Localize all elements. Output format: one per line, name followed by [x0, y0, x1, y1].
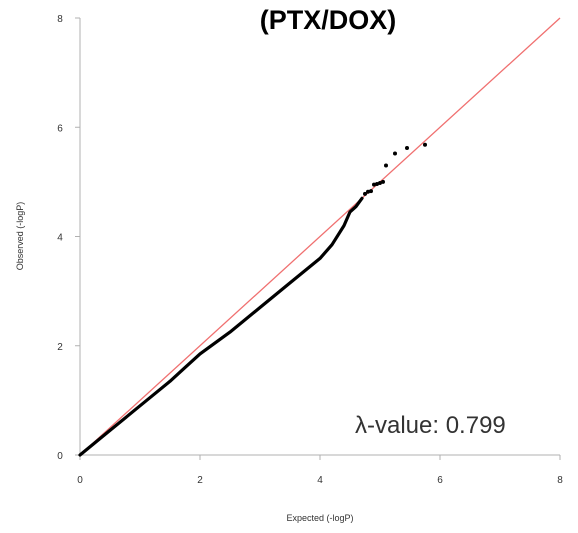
y-tick-label: 6	[57, 123, 63, 134]
qq-points	[363, 142, 427, 196]
qq-point	[378, 180, 382, 185]
qq-curve	[78, 196, 364, 457]
x-tick-label: 8	[557, 475, 563, 486]
y-axis-label: Observed (-logP)	[15, 202, 25, 271]
y-tick-label: 4	[57, 233, 63, 244]
qq-point	[369, 189, 373, 194]
y-tick-label: 8	[57, 14, 63, 25]
qq-point	[372, 182, 376, 187]
qq-point	[381, 179, 385, 184]
x-axis-label: Expected (-logP)	[286, 513, 353, 523]
x-tick-label: 4	[317, 475, 323, 486]
qq-point	[384, 163, 388, 168]
y-tick-label: 0	[57, 451, 63, 462]
y-ticks: 0 2 4 6 8	[57, 14, 80, 462]
x-tick-label: 0	[77, 475, 83, 486]
qq-point	[393, 151, 397, 156]
qq-point	[405, 146, 409, 151]
x-ticks: 0 2 4 6 8	[77, 455, 563, 486]
qq-point	[363, 191, 367, 196]
chart-title: (PTX/DOX)	[260, 5, 397, 35]
x-tick-label: 6	[437, 475, 443, 486]
y-tick-label: 2	[57, 342, 63, 353]
x-tick-label: 2	[197, 475, 203, 486]
reference-line	[79, 17, 561, 456]
qq-point	[423, 142, 427, 147]
qq-point	[375, 182, 379, 187]
lambda-annotation: λ-value: 0.799	[355, 412, 506, 439]
qq-point	[366, 189, 370, 194]
